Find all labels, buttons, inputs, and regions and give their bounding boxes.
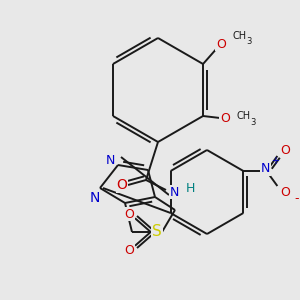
Text: H: H [186, 182, 195, 196]
Text: 3: 3 [250, 118, 255, 127]
Text: -: - [294, 193, 298, 206]
Text: O: O [117, 178, 128, 192]
Text: CH: CH [232, 31, 246, 41]
Text: N: N [90, 191, 100, 205]
Text: O: O [280, 185, 290, 199]
Text: S: S [152, 224, 162, 239]
Text: O: O [220, 112, 230, 124]
Text: O: O [216, 38, 226, 50]
Text: +: + [272, 156, 279, 166]
Text: O: O [124, 244, 134, 256]
Text: O: O [124, 208, 134, 220]
Text: N: N [169, 185, 179, 199]
Text: CH: CH [236, 111, 250, 121]
Text: 3: 3 [246, 37, 251, 46]
Text: N: N [261, 163, 270, 176]
Text: O: O [280, 143, 290, 157]
Text: N: N [105, 154, 115, 166]
